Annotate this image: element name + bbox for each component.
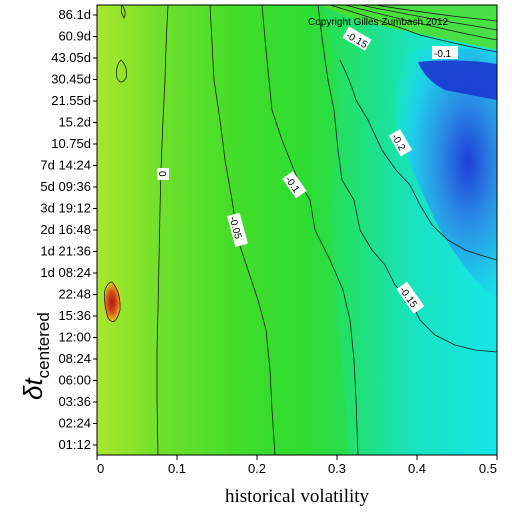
green-region xyxy=(97,5,350,455)
contour-peak xyxy=(104,281,121,322)
x-tick-label: 0 xyxy=(97,461,104,476)
y-axis-title: δtcentered xyxy=(18,312,53,400)
copyright-text: Copyright Gilles Zumbach 2012 xyxy=(308,17,449,28)
contour-minus-0-1 xyxy=(261,5,359,455)
blue-region xyxy=(380,48,497,301)
y-axis: 01:12 02:24 03:36 06:00 08:24 12:00 15:36 22:48… xyxy=(40,7,97,452)
contour-minus-0-15-top xyxy=(329,5,497,53)
x-axis-title: historical volatility xyxy=(225,486,370,507)
y-tick-label: 12:00 xyxy=(58,330,91,345)
y-axis-title-main: δt xyxy=(18,377,48,400)
y-tick-label: 10.75d xyxy=(51,136,91,151)
y-axis-title-subscript: centered xyxy=(34,312,53,378)
y-tick-label: 15:36 xyxy=(58,308,91,323)
y-tick-label: 02:24 xyxy=(58,416,91,431)
x-axis: 0 0.1 0.2 0.3 0.4 0.5 xyxy=(96,455,498,476)
contour-upper-left-small xyxy=(120,5,126,19)
y-tick-label: 86.1d xyxy=(58,7,91,22)
contour-minus-0-1-top-b xyxy=(359,5,497,31)
x-tick-label: 0.1 xyxy=(168,461,186,476)
contour-minus-0-05 xyxy=(209,5,276,455)
peak-region xyxy=(103,282,121,322)
y-tick-label: 1d 21:36 xyxy=(40,244,91,259)
x-tick-label: 0.3 xyxy=(328,461,346,476)
y-tick-label: 7d 14:24 xyxy=(40,158,91,173)
svg-text:δtcentered: δtcentered xyxy=(18,312,53,400)
y-tick-label: 15.2d xyxy=(58,115,91,130)
y-tick-label: 21.55d xyxy=(51,93,91,108)
x-tick-label: 0.2 xyxy=(248,461,266,476)
y-tick-label: 1d 08:24 xyxy=(40,265,91,280)
x-tick-label: 0.5 xyxy=(479,461,497,476)
contour-label-0: 0 xyxy=(156,168,169,180)
y-tick-label: 60.9d xyxy=(58,29,91,44)
deep-blue-region xyxy=(418,60,497,100)
y-tick-label: 5d 09:36 xyxy=(40,179,91,194)
contour-0 xyxy=(156,5,169,455)
y-tick-label: 01:12 xyxy=(58,437,91,452)
y-tick-label: 03:36 xyxy=(58,394,91,409)
y-tick-label: 43.05d xyxy=(51,50,91,65)
contour-minus-0-15-right xyxy=(317,5,497,353)
contour-minus-0-1-top-c xyxy=(374,5,497,22)
y-tick-label: 3d 19:12 xyxy=(40,201,91,216)
contour-minus-0-1-top-a xyxy=(344,5,497,41)
y-tick-label: 06:00 xyxy=(58,373,91,388)
plot-area: Copyright Gilles Zumbach 2012 xyxy=(97,5,497,455)
y-tick-label: 30.45d xyxy=(51,72,91,87)
contour-minus-0-2 xyxy=(339,59,497,261)
svg-text:0: 0 xyxy=(156,171,167,177)
y-tick-label: 22:48 xyxy=(58,287,91,302)
x-tick-label: 0.4 xyxy=(408,461,426,476)
contour-upper-left-oval xyxy=(116,59,127,83)
y-tick-label: 08:24 xyxy=(58,351,91,366)
y-tick-label: 2d 16:48 xyxy=(40,222,91,237)
contour-label-top-minus-0-1: -0.1 xyxy=(432,46,458,60)
svg-text:-0.1: -0.1 xyxy=(434,49,452,60)
